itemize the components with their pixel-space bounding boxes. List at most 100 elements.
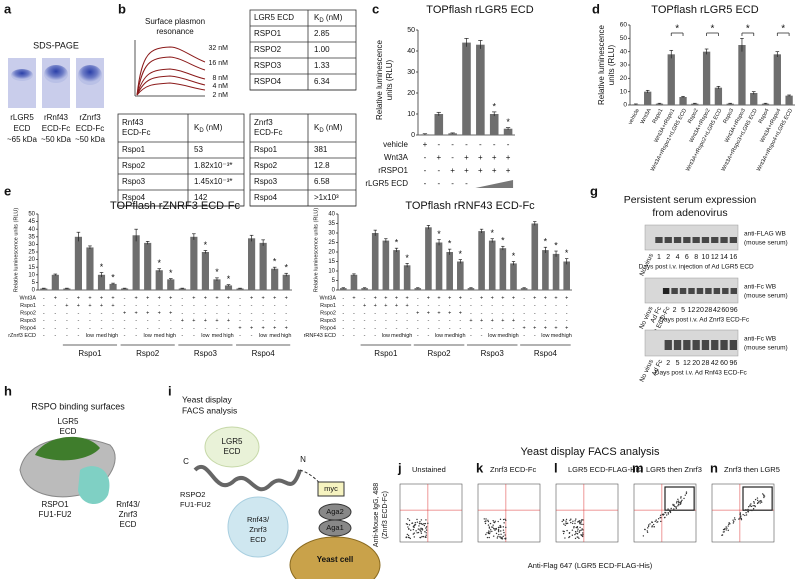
- condition-cell: -: [566, 303, 568, 309]
- condition-cell: -: [135, 325, 137, 331]
- panel-title: TOPflash rRNF43 ECD-Fc: [405, 200, 535, 212]
- label: LGR5: [222, 437, 243, 446]
- condition-cell: -: [193, 303, 195, 309]
- facs-dot: [423, 523, 425, 525]
- facs-dot: [576, 532, 579, 535]
- bar: [414, 288, 422, 290]
- y-axis-label: Anti-Mouse IgG, 488: [373, 483, 380, 547]
- facs-dot: [580, 534, 582, 536]
- facs-dot: [739, 517, 741, 519]
- condition-cell: -: [396, 318, 398, 324]
- condition-cell: +: [512, 318, 515, 324]
- facs-dot: [407, 536, 410, 539]
- facs-dot: [504, 537, 506, 540]
- facs-dot: [756, 497, 759, 499]
- lane-number: 5: [681, 307, 685, 314]
- condition-cell: -: [54, 303, 56, 309]
- condition-cell: -: [285, 310, 287, 316]
- facs-dot: [416, 518, 418, 521]
- condition-cell: -: [438, 325, 440, 331]
- facs-dot: [681, 499, 683, 502]
- condition-cell: +: [363, 303, 366, 309]
- condition-cell: -: [396, 310, 398, 316]
- panel-label: k: [476, 460, 484, 475]
- condition-cell: med: [444, 333, 455, 339]
- blot-label: anti-Fc WB: [744, 336, 776, 343]
- condition-cell: +: [406, 295, 409, 301]
- condition-cell: +: [215, 318, 218, 324]
- y-tick-label: 20: [28, 257, 35, 263]
- condition-cell: +: [437, 310, 440, 316]
- facs-dot: [659, 514, 662, 516]
- condition-cell: -: [470, 295, 472, 301]
- condition-cell: -: [239, 318, 241, 324]
- facs-dot: [745, 508, 747, 511]
- condition-cell: +: [459, 310, 462, 316]
- condition-cell: +: [448, 310, 451, 316]
- condition-cell: +: [423, 140, 428, 149]
- condition-cell: +: [554, 325, 557, 331]
- condition-name: Wnt3A: [384, 153, 409, 162]
- facs-dot: [575, 518, 577, 520]
- y-tick-label: 25: [328, 240, 335, 246]
- significance: *: [395, 238, 399, 248]
- facs-dot: [563, 523, 565, 525]
- table-cell: RSPO2: [254, 45, 282, 54]
- condition-cell: -: [204, 310, 206, 316]
- facs-dot: [571, 522, 574, 525]
- bar: [40, 288, 48, 290]
- panel-label: h: [4, 383, 12, 398]
- table-header: Rnf43: [122, 118, 144, 127]
- lane-label: ECD-Fc: [76, 124, 104, 133]
- lane-number: 2: [666, 360, 670, 367]
- significance: *: [506, 117, 510, 127]
- condition-cell: -: [544, 303, 546, 309]
- facs-dot: [505, 526, 507, 529]
- lane-number: 28: [705, 307, 713, 314]
- panel-label: m: [632, 460, 644, 475]
- y-tick-label: 50: [407, 27, 415, 34]
- condition-cell: +: [464, 166, 469, 175]
- bar: [224, 285, 233, 290]
- header-part: D: [319, 128, 324, 134]
- facs-dot: [503, 522, 505, 524]
- facs-dot: [753, 501, 755, 503]
- blot-band: [673, 340, 682, 350]
- condition-cell: high: [223, 333, 233, 339]
- facs-dot: [497, 529, 500, 532]
- facs-dot: [406, 523, 409, 526]
- bar: [503, 128, 513, 135]
- facs-dot: [574, 530, 577, 533]
- condition-cell: -: [502, 310, 504, 316]
- condition-cell: -: [43, 318, 45, 324]
- bar: [86, 247, 94, 290]
- facs-dot: [685, 492, 688, 495]
- bar: [702, 51, 711, 105]
- condition-cell: -: [513, 325, 515, 331]
- condition-cell: -: [112, 318, 114, 324]
- condition-cell: -: [451, 153, 454, 162]
- condition-name: rLGR5 ECD: [365, 179, 408, 188]
- facs-dot: [499, 526, 501, 529]
- lane-number: 5: [676, 360, 680, 367]
- y-tick-label: 40: [407, 48, 415, 55]
- condition-cell: -: [54, 333, 56, 339]
- condition-cell: -: [451, 179, 454, 188]
- facs-dot: [501, 538, 504, 540]
- panel-title: Unstained: [412, 465, 446, 474]
- condition-cell: -: [555, 303, 557, 309]
- condition-cell: +: [204, 295, 207, 301]
- blot-band: [664, 340, 672, 350]
- condition-cell: -: [66, 325, 68, 331]
- bar: [478, 231, 485, 290]
- condition-cell: +: [250, 325, 253, 331]
- facs-dot: [417, 528, 420, 530]
- yeast-diagram: [193, 426, 381, 579]
- blot-band: [664, 237, 672, 243]
- facs-dot: [425, 534, 427, 536]
- condition-cell: -: [181, 310, 183, 316]
- condition-cell: -: [262, 303, 264, 309]
- condition-cell: +: [492, 153, 497, 162]
- condition-name: rRSPO1: [378, 166, 408, 175]
